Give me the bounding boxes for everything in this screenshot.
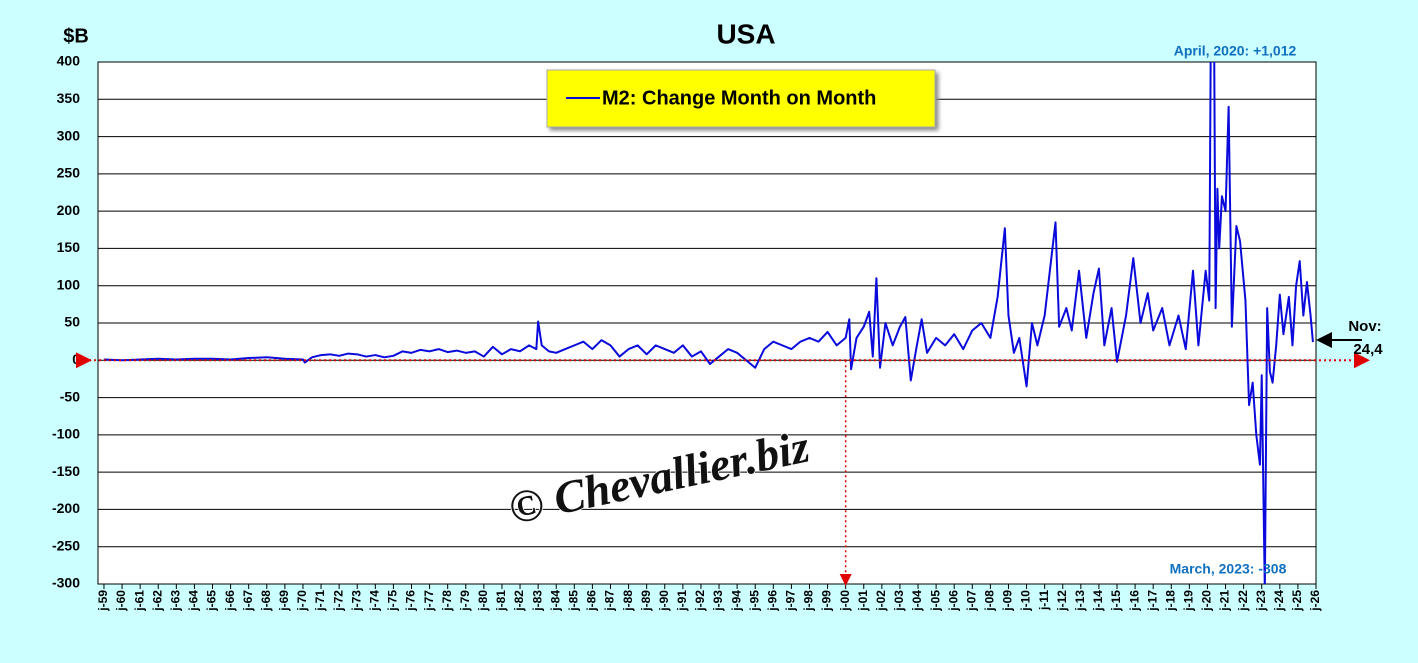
x-tick-label: j-88 [621,590,635,612]
x-tick-label: j-89 [639,590,653,612]
x-tick-label: j-93 [711,590,725,612]
x-tick-label: j-19 [1182,590,1196,612]
x-tick-label: j-05 [928,590,942,612]
x-tick-label: j-24 [1272,590,1286,612]
x-tick-label: j-94 [729,590,743,612]
x-tick-label: j-71 [313,590,327,612]
y-tick-label: 250 [57,165,81,181]
y-tick-label: -150 [52,463,80,479]
x-tick-label: j-00 [838,590,852,612]
x-tick-label: j-70 [295,590,309,612]
x-tick-label: j-75 [386,590,400,612]
x-tick-label: j-79 [458,590,472,612]
data-line [103,62,1314,584]
y-tick-label: 0 [72,351,80,367]
y-tick-label: 350 [57,90,81,106]
y-tick-label: 150 [57,239,81,255]
y-tick-label: -50 [60,388,80,404]
x-tick-label: j-06 [946,590,960,612]
y-tick-label: -300 [52,575,80,591]
x-tick-label: j-98 [802,590,816,612]
x-tick-label: j-90 [657,590,671,612]
x-tick-label: j-67 [241,590,255,612]
x-tick-label: j-09 [1001,590,1015,612]
x-tick-label: j-80 [476,590,490,612]
x-tick-label: j-65 [205,590,219,612]
x-tick-label: j-77 [422,590,436,612]
x-tick-label: j-62 [150,590,164,612]
y-tick-label: -250 [52,537,80,553]
x-tick-label: j-91 [675,590,689,612]
x-tick-label: j-12 [1055,590,1069,612]
x-tick-label: j-99 [820,590,834,612]
x-tick-label: j-18 [1163,590,1177,612]
x-tick-label: j-59 [96,590,110,612]
y-tick-label: 50 [64,314,80,330]
x-tick-label: j-23 [1254,590,1268,612]
y-tick-label: -200 [52,500,80,516]
x-tick-label: j-22 [1236,590,1250,612]
x-tick-label: j-16 [1127,590,1141,612]
x-tick-label: j-61 [132,590,146,612]
y-tick-label: 100 [57,276,81,292]
x-tick-label: j-11 [1037,590,1051,611]
x-tick-label: j-81 [494,590,508,612]
x-tick-label: j-10 [1019,590,1033,612]
x-tick-label: j-83 [530,590,544,612]
x-tick-label: j-66 [223,590,237,612]
x-tick-label: j-04 [910,590,924,612]
x-tick-label: j-13 [1073,590,1087,612]
annotation: Nov: [1348,318,1381,335]
x-tick-label: j-97 [784,590,798,612]
x-tick-label: j-25 [1290,590,1304,612]
x-tick-label: j-21 [1218,590,1232,612]
x-tick-label: j-68 [259,590,273,612]
legend: M2: Change Month on Month [546,69,936,128]
x-tick-label: j-14 [1091,590,1105,612]
x-tick-label: j-64 [187,590,201,612]
y-tick-label: -100 [52,426,80,442]
x-tick-label: j-72 [331,590,345,612]
legend-box [546,69,936,128]
annotation: 24,4 [1353,341,1383,358]
annotation: April, 2020: +1,012 [1174,43,1297,59]
x-tick-label: j-74 [367,590,381,612]
annotation: March, 2023: -308 [1170,561,1287,577]
x-tick-label: j-82 [512,590,526,612]
y-tick-label: 200 [57,202,81,218]
x-tick-label: j-01 [856,590,870,612]
x-tick-label: j-78 [440,590,454,612]
y-tick-label: 400 [57,53,81,69]
chart-title: USA [716,18,775,49]
y-tick-label: 300 [57,127,81,143]
x-tick-label: j-85 [566,590,580,612]
x-tick-label: j-60 [114,590,128,612]
x-tick-label: j-03 [892,590,906,612]
x-tick-label: j-92 [693,590,707,612]
x-tick-label: j-73 [349,590,363,612]
x-tick-label: j-20 [1200,590,1214,612]
x-tick-label: j-07 [964,590,978,612]
x-tick-label: j-26 [1308,590,1322,612]
x-tick-label: j-96 [765,590,779,612]
x-tick-label: j-84 [548,590,562,612]
x-tick-label: j-15 [1109,590,1123,612]
x-tick-label: j-69 [277,590,291,612]
x-tick-label: j-08 [983,590,997,612]
x-tick-label: j-63 [169,590,183,612]
x-tick-label: j-76 [404,590,418,612]
legend-label: M2: Change Month on Month [602,87,876,109]
y-axis-label: $B [63,25,89,47]
x-tick-label: j-87 [603,590,617,612]
x-tick-label: j-02 [874,590,888,612]
x-tick-label: j-86 [585,590,599,612]
x-tick-label: j-95 [747,590,761,612]
x-tick-label: j-17 [1145,590,1159,612]
